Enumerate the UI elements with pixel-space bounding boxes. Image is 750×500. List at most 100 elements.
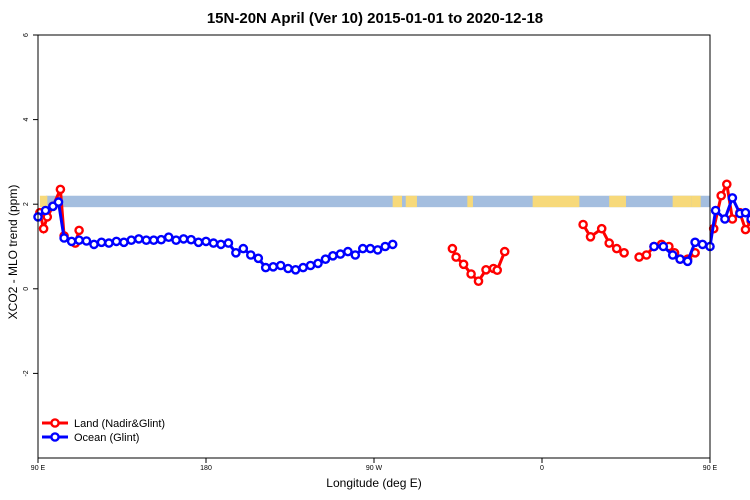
data-point <box>746 214 750 224</box>
data-point <box>133 234 144 244</box>
data-point <box>89 239 99 250</box>
data-point <box>690 237 700 248</box>
land-ocean-band <box>39 195 710 208</box>
data-point <box>59 233 69 243</box>
data-point <box>466 269 476 279</box>
data-point <box>268 261 279 272</box>
data-point <box>193 237 204 248</box>
x-tick-label: 0 <box>540 465 544 472</box>
y-tick-label: 0 <box>23 287 30 291</box>
y-tick-label: 6 <box>23 33 30 37</box>
data-point <box>298 262 308 273</box>
data-point <box>492 265 503 276</box>
x-tick-label: 180 <box>200 465 212 472</box>
data-point <box>283 263 293 274</box>
data-point <box>380 241 391 252</box>
data-point <box>667 250 678 260</box>
data-point <box>290 264 301 275</box>
series-ocean <box>33 193 750 275</box>
data-point <box>74 235 84 245</box>
data-point <box>611 243 622 254</box>
y-tick-label: 4 <box>23 118 30 122</box>
data-point <box>604 238 615 248</box>
data-point <box>119 237 129 248</box>
data-point <box>720 214 730 224</box>
data-point <box>451 252 461 262</box>
ocean-band <box>46 195 710 208</box>
data-point <box>231 247 241 258</box>
x-tick-label: 90 W <box>366 465 383 472</box>
x-axis: 90 E 180 90 W 0 90 E <box>31 458 718 472</box>
data-point <box>481 264 491 275</box>
data-point <box>320 254 331 265</box>
data-point <box>178 234 189 244</box>
data-point <box>74 225 84 236</box>
data-point <box>619 247 629 258</box>
data-point <box>96 237 107 248</box>
data-point <box>473 276 484 287</box>
y-tick-label: 2 <box>23 202 30 206</box>
data-point <box>727 214 738 224</box>
legend-marker <box>50 432 60 442</box>
data-point <box>253 253 264 264</box>
y-tick-label: -2 <box>23 370 30 376</box>
data-point <box>634 252 644 262</box>
data-point <box>328 250 338 261</box>
data-point <box>163 232 174 242</box>
legend-label: Land (Nadir&Glint) <box>74 418 165 430</box>
data-point <box>357 243 368 254</box>
land-span <box>392 195 402 208</box>
land-span <box>609 195 626 208</box>
data-point <box>223 238 234 248</box>
data-point <box>126 235 137 245</box>
chart-title: 15N-20N April (Ver 10) 2015-01-01 to 202… <box>206 10 544 27</box>
data-point <box>641 250 652 260</box>
data-point <box>716 190 727 201</box>
land-span <box>467 195 473 208</box>
data-point <box>578 219 588 230</box>
data-point <box>447 243 458 254</box>
data-point <box>727 193 738 203</box>
data-point <box>387 239 398 250</box>
data-point <box>38 223 49 234</box>
data-point <box>313 258 323 269</box>
x-axis-label: Longitude (deg E) <box>326 476 422 490</box>
data-point <box>141 235 152 245</box>
data-point <box>335 249 346 259</box>
data-point <box>350 250 361 260</box>
land-span <box>39 195 48 208</box>
land-span <box>532 195 580 208</box>
data-point <box>710 205 721 216</box>
data-point <box>596 223 607 234</box>
land-span <box>691 195 701 208</box>
data-point <box>208 238 219 248</box>
data-point <box>585 231 596 242</box>
data-point <box>275 260 286 271</box>
data-point <box>245 250 256 260</box>
data-point <box>81 236 92 246</box>
data-point <box>148 235 159 245</box>
legend-marker <box>50 418 60 428</box>
data-point <box>55 184 66 195</box>
data-point <box>658 241 669 252</box>
data-point <box>458 259 469 270</box>
data-point <box>111 236 122 247</box>
data-point <box>186 234 196 245</box>
data-point <box>675 254 685 265</box>
data-point <box>740 207 750 218</box>
data-point <box>238 243 249 254</box>
y-axis: 6 4 2 0 -2 <box>23 33 38 377</box>
data-point <box>104 238 114 248</box>
series-land <box>35 179 750 287</box>
data-point <box>697 239 708 250</box>
data-point <box>156 234 166 245</box>
data-point <box>740 224 750 235</box>
x-tick-label: 90 E <box>703 465 718 472</box>
data-point <box>305 260 316 271</box>
data-point <box>53 197 64 207</box>
data-point <box>343 246 353 257</box>
x-tick-label: 90 E <box>31 465 46 472</box>
series-layer <box>33 179 750 287</box>
